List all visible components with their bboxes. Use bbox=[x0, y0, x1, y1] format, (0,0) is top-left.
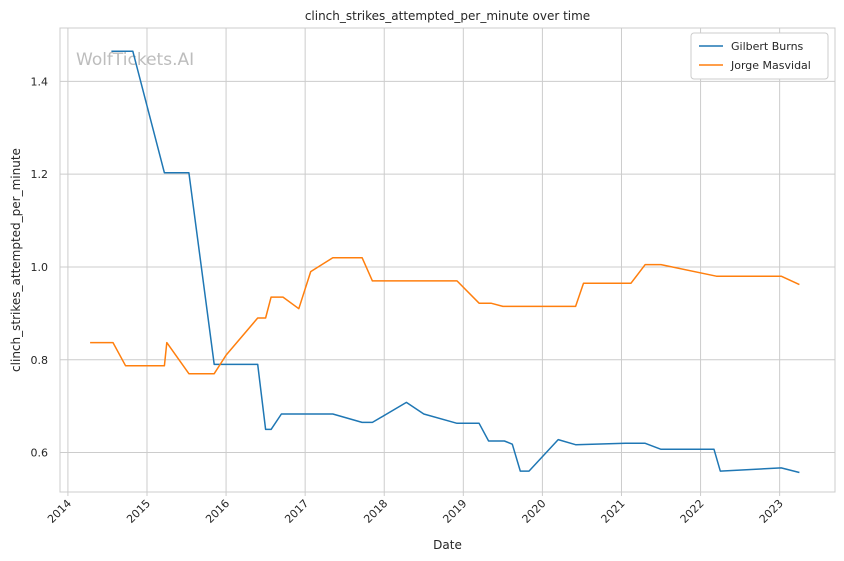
y-axis-label: clinch_strikes_attempted_per_minute bbox=[9, 148, 23, 372]
x-axis-label: Date bbox=[433, 538, 462, 552]
y-tick-label: 1.4 bbox=[31, 75, 49, 88]
legend-box bbox=[690, 32, 829, 80]
y-tick-label: 0.8 bbox=[31, 354, 49, 367]
y-tick-label: 1.2 bbox=[31, 168, 49, 181]
legend: Gilbert Burns Jorge Masvidal bbox=[690, 32, 829, 80]
chart-title: clinch_strikes_attempted_per_minute over… bbox=[305, 9, 590, 23]
gridlines bbox=[60, 28, 835, 492]
series-line-0 bbox=[111, 50, 800, 474]
legend-label: Jorge Masvidal bbox=[730, 59, 811, 72]
y-tick-label: 1.0 bbox=[31, 261, 49, 274]
y-tick-label: 0.6 bbox=[31, 447, 49, 460]
series-lines bbox=[90, 50, 800, 474]
plot-frame bbox=[59, 27, 836, 493]
series-line-1 bbox=[90, 256, 800, 375]
legend-label: Gilbert Burns bbox=[731, 40, 804, 53]
